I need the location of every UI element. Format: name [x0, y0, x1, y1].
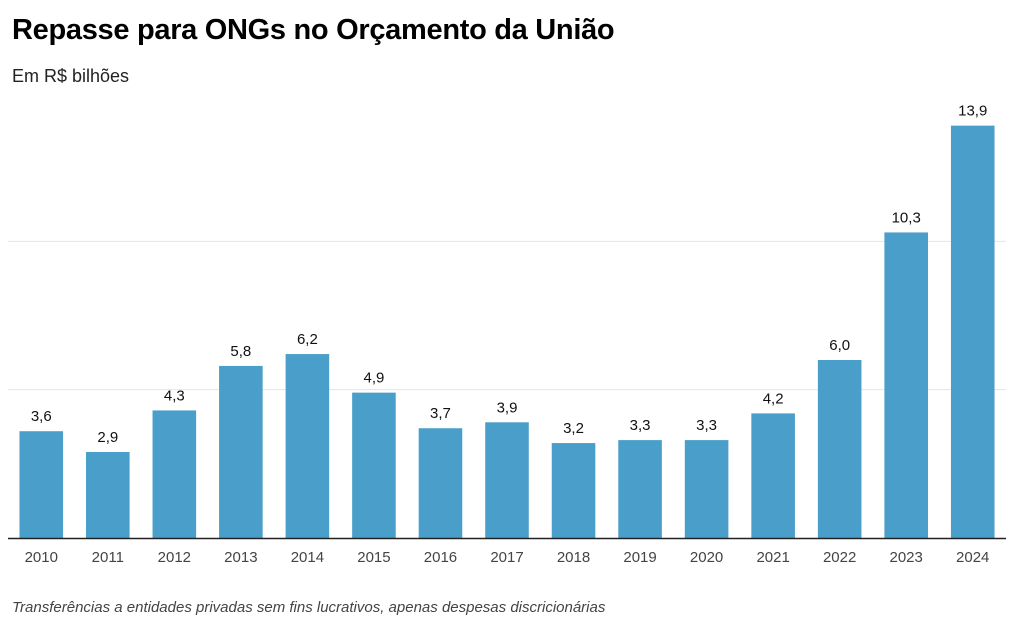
- bar: [751, 413, 795, 538]
- x-tick-label: 2020: [690, 549, 723, 566]
- data-label: 3,3: [696, 417, 717, 434]
- bar: [152, 410, 197, 538]
- x-tick-label: 2013: [224, 549, 257, 566]
- x-tick-label: 2011: [92, 549, 124, 566]
- x-tick-label: 2021: [756, 549, 789, 566]
- x-tick-label: 2014: [291, 549, 324, 566]
- bar: [219, 365, 263, 538]
- data-label: 10,3: [892, 209, 921, 226]
- x-tick-label: 2018: [557, 549, 590, 566]
- data-label: 3,2: [563, 420, 584, 437]
- x-tick-label: 2023: [890, 549, 923, 566]
- x-tick-label: 2012: [158, 549, 191, 566]
- data-label: 3,6: [31, 408, 52, 425]
- data-label: 2,9: [97, 429, 118, 446]
- bar: [19, 431, 64, 538]
- bar: [352, 392, 396, 538]
- data-label: 5,8: [230, 343, 251, 360]
- data-label: 3,3: [630, 417, 651, 434]
- data-label: 4,3: [164, 387, 185, 404]
- data-label: 13,9: [958, 103, 987, 120]
- bar: [950, 125, 995, 538]
- data-label: 6,2: [297, 331, 318, 348]
- x-tick-label: 2024: [956, 549, 989, 566]
- x-tick-label: 2017: [490, 549, 523, 566]
- bar: [285, 354, 330, 538]
- bar: [884, 232, 928, 538]
- bar: [618, 440, 662, 538]
- x-tick-label: 2022: [823, 549, 856, 566]
- bar: [485, 422, 529, 538]
- chart-note: Transferências a entidades privadas sem …: [12, 599, 606, 616]
- bar-chart: 3,6 2010 2,9 2011 4,3 2012 5,8 2013 6,2 2014 4,9 20…: [8, 103, 1006, 566]
- x-tick-label: 2016: [424, 549, 457, 566]
- data-label: 4,2: [763, 390, 784, 407]
- x-tick-label: 2015: [357, 549, 390, 566]
- chart-subtitle: Em R$ bilhões: [12, 66, 130, 86]
- data-label: 3,9: [497, 399, 518, 416]
- x-tick-label: 2010: [25, 549, 58, 566]
- bar: [684, 440, 729, 538]
- data-label: 4,9: [364, 370, 385, 387]
- data-label: 6,0: [829, 337, 850, 354]
- x-tick-label: 2019: [623, 549, 656, 566]
- bar: [551, 443, 596, 538]
- data-label: 3,7: [430, 405, 451, 422]
- bar: [418, 428, 463, 538]
- bar: [86, 451, 130, 538]
- chart-title: Repasse para ONGs no Orçamento da União: [12, 14, 615, 46]
- bar: [817, 360, 862, 538]
